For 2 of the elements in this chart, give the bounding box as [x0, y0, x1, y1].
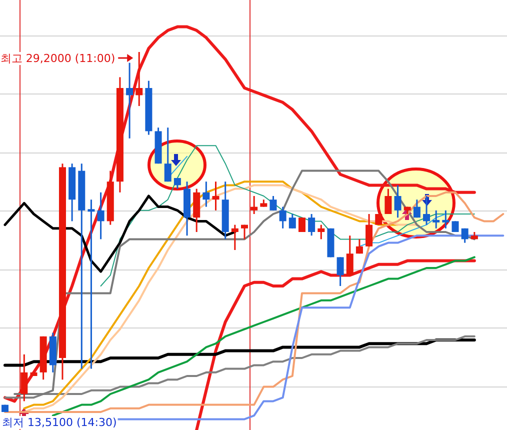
annotation: 최저 13,5100 (14:30)	[1, 416, 118, 429]
annotation: 최고 29,2000 (11:00)	[0, 52, 134, 65]
